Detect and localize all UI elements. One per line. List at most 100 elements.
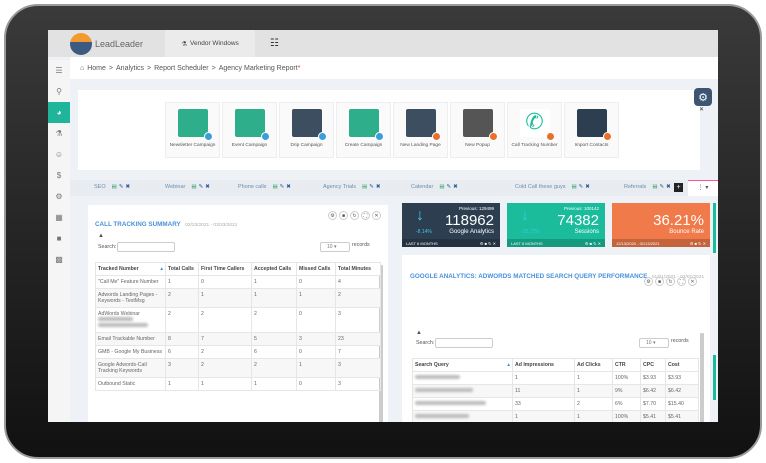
quick-action-tile[interactable]: Event Campaign <box>222 102 277 158</box>
dollar-icon[interactable]: $ <box>56 171 62 180</box>
report-tab[interactable]: Calendar ▤ ✎ ✖ <box>411 184 460 190</box>
edit-icon[interactable]: ✎ <box>198 184 204 190</box>
settings-icon[interactable]: ⚙ <box>584 241 589 246</box>
delete-icon[interactable]: ✖ <box>453 184 458 190</box>
close-icon[interactable]: ✕ <box>597 241 601 246</box>
column-header[interactable]: CPC <box>640 358 666 372</box>
chart-icon[interactable]: ▤ <box>272 184 278 190</box>
quick-action-tile[interactable]: New Popup <box>450 102 505 158</box>
table-row[interactable]: 1 1 100% $3.93 $3.93 <box>412 371 699 385</box>
scrollbar[interactable] <box>700 333 704 422</box>
org-chart-icon[interactable]: ⚗ <box>55 129 63 138</box>
report-tab[interactable]: SEO ▤ ✎ ✖ <box>94 184 132 190</box>
chart-icon[interactable]: ▤ <box>652 184 658 190</box>
logo[interactable]: LeadLeader <box>70 33 143 55</box>
dashboard-icon[interactable]: ◕ <box>48 102 70 123</box>
settings-icon[interactable]: ⚙ <box>644 277 653 286</box>
download-icon[interactable]: ▲ <box>416 330 422 336</box>
expand-icon[interactable]: ⛶ <box>677 277 686 286</box>
menu-icon[interactable]: ☰ <box>55 66 63 75</box>
expand-icon[interactable]: ⛶ <box>361 211 370 220</box>
report-tab[interactable]: Webinar ▤ ✎ ✖ <box>165 184 212 190</box>
table-row[interactable]: GMB - Google My Business 6 2 6 0 7 <box>95 345 381 359</box>
chart-icon[interactable]: ▤ <box>362 184 368 190</box>
column-header[interactable]: CTR <box>612 358 641 372</box>
settings-icon[interactable]: ⚙ <box>55 192 63 201</box>
column-header[interactable]: Ad Impressions <box>512 358 575 372</box>
table-row[interactable]: 33 2 6% $7.70 $15.40 <box>412 397 699 411</box>
close-icon[interactable]: ✕ <box>372 211 381 220</box>
close-icon[interactable]: ✕ <box>688 277 697 286</box>
settings-icon[interactable]: ⚙ <box>328 211 337 220</box>
chart-icon[interactable]: ▤ <box>439 184 445 190</box>
tree-view-icon[interactable]: ☷ <box>270 38 279 49</box>
refresh-icon[interactable]: ↻ <box>698 241 702 246</box>
breadcrumb-analytics[interactable]: Analytics <box>116 64 145 72</box>
settings-icon[interactable]: ⚙ <box>689 241 694 246</box>
quick-action-tile[interactable]: Create Campaign <box>336 102 391 158</box>
delete-icon[interactable]: ✖ <box>585 184 590 190</box>
trash-icon[interactable]: ▩ <box>55 255 63 264</box>
table-row[interactable]: "Call Me" Feature Number 1 0 1 0 4 <box>95 275 381 289</box>
search-input[interactable] <box>117 242 176 252</box>
table-row[interactable]: 11 1 9% $6.42 $6.42 <box>412 384 699 398</box>
report-tab[interactable]: Agency Trials ▤ ✎ ✖ <box>323 184 382 190</box>
column-header[interactable]: Missed Calls <box>296 262 336 276</box>
download-icon[interactable]: ▲ <box>98 233 104 239</box>
refresh-icon[interactable]: ↻ <box>350 211 359 220</box>
column-header[interactable]: Ad Clicks <box>574 358 613 372</box>
add-tab-button[interactable]: + <box>674 183 683 192</box>
table-row[interactable]: AdWords Webinar 2 2 2 0 3 <box>95 307 381 333</box>
export-icon[interactable]: ■ <box>694 241 698 246</box>
search-input[interactable] <box>435 338 494 348</box>
edit-icon[interactable]: ✎ <box>369 184 374 190</box>
table-row[interactable]: Outbound Static 1 1 1 0 3 <box>95 377 381 391</box>
grid-icon[interactable]: ▦ <box>55 213 63 222</box>
close-icon[interactable]: ✕ <box>699 107 705 113</box>
delete-icon[interactable]: ✖ <box>125 184 131 190</box>
export-icon[interactable]: ■ <box>339 211 348 220</box>
chart-icon[interactable]: ▤ <box>571 184 577 190</box>
edit-icon[interactable]: ✎ <box>279 184 285 190</box>
report-tab[interactable]: Phone calls ▤ ✎ ✖ <box>238 184 293 190</box>
edit-icon[interactable]: ✎ <box>446 184 452 190</box>
column-header[interactable]: Total Calls <box>165 262 199 276</box>
lock-icon[interactable]: ■ <box>56 234 62 243</box>
report-tab[interactable]: Referrals ▤ ✎ ✖ <box>624 184 673 190</box>
export-icon[interactable]: ■ <box>589 241 593 246</box>
vendor-windows-tab[interactable]: ⚗ Vendor Windows <box>165 30 255 57</box>
chart-icon[interactable]: ▤ <box>191 184 197 190</box>
edit-icon[interactable]: ✎ <box>578 184 584 190</box>
page-size-select[interactable]: 10 ▾ <box>639 338 669 348</box>
breadcrumb-report-scheduler[interactable]: Report Scheduler <box>154 64 209 72</box>
column-header[interactable]: First Time Callers <box>198 262 252 276</box>
edit-icon[interactable]: ✎ <box>659 184 665 190</box>
column-header[interactable]: Total Minutes <box>335 262 381 276</box>
table-row[interactable]: Adwords Landing Pages - Keywords - TextM… <box>95 288 381 308</box>
quick-action-tile[interactable]: Import Contacts <box>564 102 619 158</box>
column-header[interactable]: Search Query ▴ <box>412 358 513 372</box>
edit-icon[interactable]: ✎ <box>118 184 124 190</box>
table-row[interactable]: Google Adwords-Call Tracking Keywords 3 2 2… <box>95 358 381 378</box>
quick-action-tile[interactable]: ✆ Call Tracking Number <box>507 102 562 158</box>
export-icon[interactable]: ■ <box>484 241 488 246</box>
page-size-select[interactable]: 10 ▾ <box>320 242 350 252</box>
column-header[interactable]: Cost <box>665 358 699 372</box>
close-icon[interactable]: ✕ <box>702 241 706 246</box>
users-icon[interactable]: ☺ <box>54 150 64 159</box>
report-tab[interactable]: Cold Call these guys ▤ ✎ ✖ <box>515 184 592 190</box>
settings-icon[interactable]: ⚙ <box>479 241 484 246</box>
refresh-icon[interactable]: ↻ <box>666 277 675 286</box>
column-header[interactable]: Accepted Calls <box>251 262 297 276</box>
table-row[interactable]: Email Trackable Number 8 7 5 3 23 <box>95 332 381 346</box>
export-icon[interactable]: ■ <box>655 277 664 286</box>
chart-icon[interactable]: ▤ <box>111 184 117 190</box>
refresh-icon[interactable]: ↻ <box>593 241 597 246</box>
scrollbar[interactable] <box>379 265 383 422</box>
table-row[interactable]: 1 1 100% $5.41 $5.41 <box>412 410 699 422</box>
column-header[interactable]: Tracked Number ▴ <box>95 262 166 276</box>
quick-action-tile[interactable]: Drip Campaign <box>279 102 334 158</box>
breadcrumb-home[interactable]: Home <box>87 64 106 72</box>
close-icon[interactable]: ✕ <box>492 241 496 246</box>
delete-icon[interactable]: ✖ <box>205 184 210 190</box>
